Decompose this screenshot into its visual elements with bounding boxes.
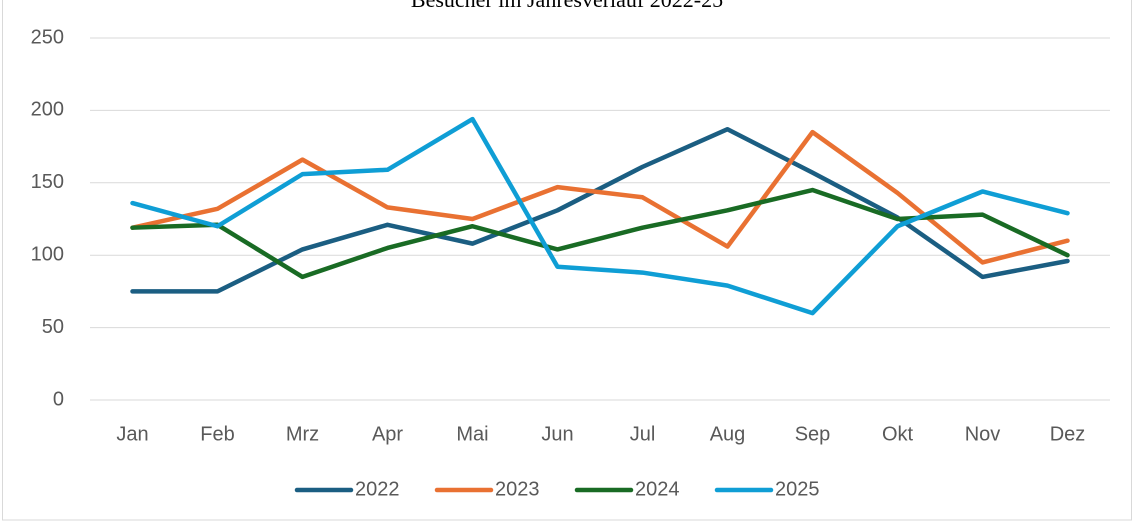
series-line (130, 129, 1070, 265)
x-tick-label: Sep (795, 423, 831, 445)
x-tick-label: Mrz (286, 423, 319, 445)
legend-label: 2023 (495, 478, 540, 500)
legend-label: 2024 (635, 478, 680, 500)
y-tick-label: 50 (42, 316, 64, 338)
x-tick-label: Dez (1050, 423, 1086, 445)
legend-label: 2025 (775, 478, 820, 500)
x-tick-label: Jan (116, 423, 148, 445)
series-line (130, 126, 1070, 294)
x-tick-label: Jun (541, 423, 573, 445)
y-tick-label: 0 (53, 388, 64, 410)
x-tick-label: Nov (965, 423, 1001, 445)
x-tick-label: Apr (372, 423, 403, 445)
series-line (130, 116, 1070, 316)
legend-label: 2022 (355, 478, 400, 500)
x-tick-label: Aug (710, 423, 746, 445)
x-tick-label: Mai (456, 423, 488, 445)
y-tick-label: 150 (31, 171, 64, 193)
x-tick-label: Jul (630, 423, 656, 445)
y-tick-label: 250 (31, 26, 64, 48)
x-tick-label: Okt (882, 423, 914, 445)
chart-title: Besucher im Jahresverlauf 2022-25 (411, 0, 723, 12)
y-tick-label: 100 (31, 243, 64, 265)
y-tick-label: 200 (31, 99, 64, 121)
x-tick-label: Feb (200, 423, 234, 445)
